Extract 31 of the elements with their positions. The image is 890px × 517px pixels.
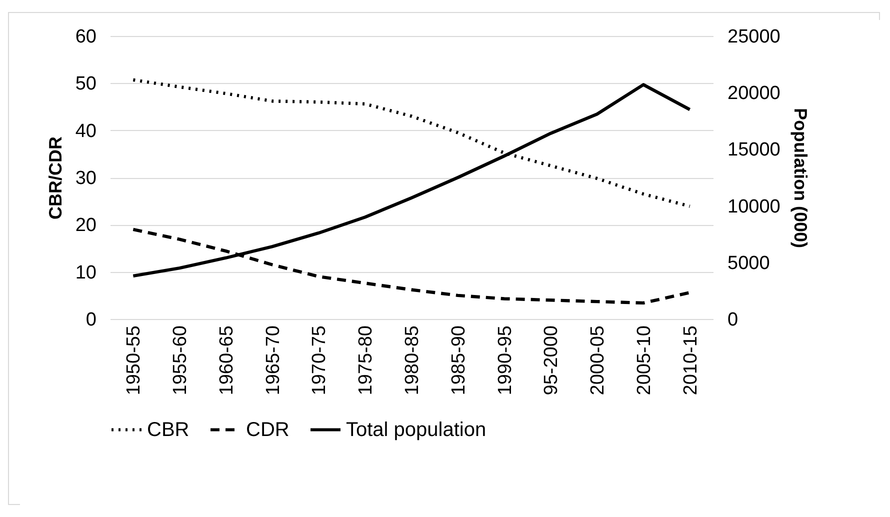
y-tick-label: 60: [75, 26, 96, 48]
legend-label: Total population: [346, 418, 486, 441]
x-tick-label: 1990-95: [494, 326, 516, 396]
x-tick-label: 1985-90: [448, 326, 470, 396]
x-tick-label: 1955-60: [170, 326, 192, 396]
x-tick-label: 1975-80: [356, 326, 377, 396]
y-tick-label: 10: [75, 262, 96, 284]
y-tick-label: 30: [75, 168, 96, 189]
x-tick-label: 2005-10: [634, 326, 655, 396]
x-tick-label: 1965-70: [262, 326, 284, 396]
y2-tick-label: 15000: [728, 140, 780, 161]
y-tick-label: 40: [75, 120, 96, 142]
x-tick-label: 2010-15: [680, 326, 702, 396]
x-tick-label: 1960-65: [216, 326, 238, 396]
x-tick-label: 1970-75: [309, 326, 330, 396]
y2-tick-label: 20000: [728, 83, 780, 104]
y2-tick-label: 5000: [728, 252, 770, 274]
legend-label: CBR: [147, 418, 190, 441]
y2-tick-label: 10000: [728, 196, 780, 218]
y2-tick-label: 25000: [728, 26, 780, 48]
legend-label: CDR: [246, 418, 290, 441]
y-tick-label: 0: [86, 310, 96, 330]
x-tick-label: 1950-55: [124, 326, 145, 396]
y-axis-title: CBR/CDR: [45, 136, 66, 220]
y-tick-label: 50: [75, 74, 96, 95]
y2-tick-label: 0: [728, 310, 738, 330]
x-tick-label: 2000-05: [588, 326, 609, 396]
y2-axis-title: Population (000): [790, 108, 810, 248]
x-tick-label: 95-2000: [541, 326, 562, 396]
y-tick-label: 20: [75, 215, 96, 236]
x-tick-label: 1980-85: [402, 326, 423, 396]
